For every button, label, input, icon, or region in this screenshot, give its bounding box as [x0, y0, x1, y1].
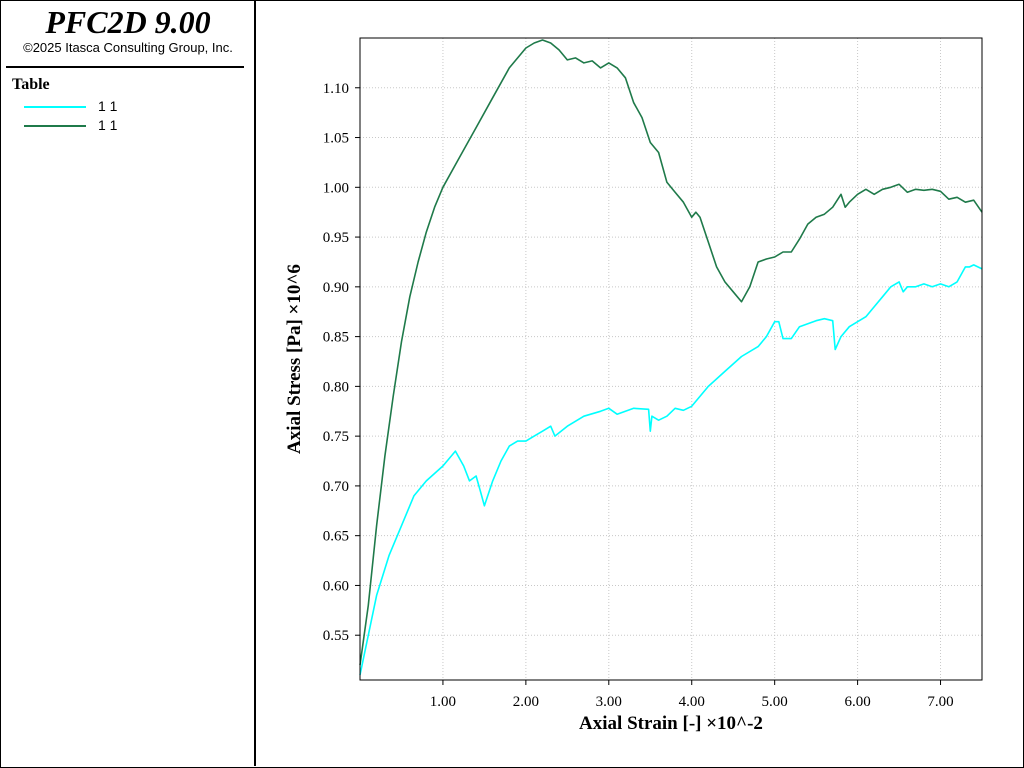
y-tick-label: 0.70	[323, 479, 349, 495]
y-axis-ticks: 0.55 0.60 0.65 0.70 0.75 0.80 0.85 0.90 0.95 1.00…	[323, 81, 360, 644]
y-axis-label: Axial Stress [Pa] ×10^6	[284, 264, 305, 454]
grid	[360, 38, 982, 680]
sidebar-divider	[6, 66, 244, 68]
chart-plot: 1.00 2.00 3.00 4.00 5.00 6.00 7.00 0.55 0.60 0.6…	[284, 37, 983, 734]
x-tick-label: 7.00	[927, 694, 953, 710]
y-tick-label: 0.75	[323, 429, 349, 445]
y-tick-label: 1.05	[323, 131, 349, 147]
x-axis-ticks: 1.00 2.00 3.00 4.00 5.00 6.00 7.00	[430, 680, 954, 710]
x-axis-label: Axial Strain [-] ×10^-2	[579, 713, 763, 734]
y-tick-label: 1.10	[323, 81, 349, 97]
copyright-text: ©2025 Itasca Consulting Group, Inc.	[23, 40, 233, 55]
plot-frame	[359, 37, 983, 681]
x-tick-label: 6.00	[844, 694, 870, 710]
legend-swatch	[24, 106, 86, 108]
legend-item-series-2[interactable]: 1 1	[24, 117, 224, 133]
legend-label: 1 1	[98, 117, 118, 133]
y-tick-label: 0.60	[323, 578, 349, 594]
sidebar-panel: PFC2D 9.00 ©2025 Itasca Consulting Group…	[0, 0, 256, 766]
legend-item-series-1[interactable]: 1 1	[24, 98, 224, 114]
x-tick-label: 3.00	[596, 694, 622, 710]
legend-swatch	[24, 125, 86, 127]
series-layer	[359, 39, 983, 676]
app-title: PFC2D 9.00	[45, 4, 211, 40]
series-line-2	[359, 39, 983, 666]
y-tick-label: 0.65	[323, 529, 349, 545]
legend-label: 1 1	[98, 98, 118, 114]
series-line-1	[359, 264, 983, 676]
y-tick-label: 1.00	[323, 180, 349, 196]
y-tick-label: 0.90	[323, 280, 349, 296]
y-tick-label: 0.95	[323, 230, 349, 246]
y-tick-label: 0.85	[323, 330, 349, 346]
x-tick-label: 5.00	[762, 694, 788, 710]
legend-title: Table	[12, 76, 50, 93]
y-tick-label: 0.55	[323, 628, 349, 644]
y-tick-label: 0.80	[323, 379, 349, 395]
x-tick-label: 2.00	[513, 694, 539, 710]
x-tick-label: 1.00	[430, 694, 456, 710]
x-tick-label: 4.00	[679, 694, 705, 710]
